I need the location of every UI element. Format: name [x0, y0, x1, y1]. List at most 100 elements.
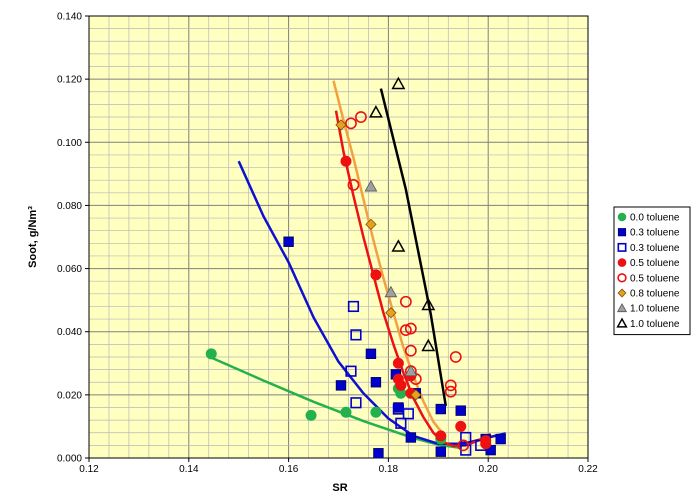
- data-point: [368, 105, 383, 118]
- x-tick-label: 0.14: [179, 464, 199, 475]
- legend-item: 1.0 toluene: [616, 317, 680, 330]
- y-tick-label: 0.140: [57, 12, 82, 23]
- legend-label: 0.3 toluene: [630, 243, 680, 254]
- legend-marker: [617, 273, 627, 283]
- plot-background: [89, 16, 588, 458]
- data-point: [385, 307, 397, 319]
- data-point: [404, 364, 418, 377]
- x-tick-label: 0.18: [379, 464, 399, 475]
- data-point: [345, 117, 357, 130]
- x-tick-label: 0.16: [279, 464, 299, 475]
- legend-marker: [617, 258, 627, 267]
- data-point: [350, 397, 362, 409]
- y-tick-label: 0.100: [57, 138, 82, 149]
- data-point: [370, 406, 382, 418]
- data-point: [347, 300, 360, 313]
- legend-item: 0.5 toluene: [617, 273, 680, 284]
- data-point: [402, 408, 414, 420]
- data-point: [340, 155, 352, 167]
- legend-marker: [617, 242, 627, 252]
- legend-label: 0.0 toluene: [630, 213, 680, 224]
- legend-marker: [617, 288, 627, 298]
- data-point: [391, 76, 406, 90]
- data-point: [391, 239, 406, 252]
- legend-marker: [617, 228, 627, 237]
- trend-line: [379, 88, 448, 407]
- series-1: [205, 348, 447, 445]
- data-point: [364, 179, 378, 192]
- data-point: [421, 297, 436, 311]
- data-point: [444, 385, 457, 398]
- data-point: [340, 406, 352, 418]
- data-point: [384, 285, 398, 298]
- data-point: [449, 351, 462, 363]
- legend-label: 0.5 toluene: [630, 273, 680, 284]
- legend-label: 1.0 toluene: [630, 319, 680, 330]
- data-point: [410, 389, 422, 401]
- data-point: [395, 417, 407, 429]
- legend-label: 0.3 toluene: [630, 228, 680, 239]
- data-point: [335, 119, 347, 131]
- legend-item: 0.0 toluene: [617, 212, 680, 224]
- legend-marker: [616, 317, 628, 328]
- data-point: [455, 405, 466, 416]
- data-point: [373, 448, 384, 459]
- data-point: [404, 344, 417, 357]
- legend-marker: [616, 303, 628, 313]
- data-point: [335, 380, 347, 391]
- x-tick-label: 0.20: [478, 464, 498, 475]
- data-point: [435, 403, 446, 415]
- data-points: [205, 76, 506, 459]
- x-tick-label: 0.12: [79, 464, 99, 475]
- y-tick-label: 0.000: [57, 454, 82, 465]
- series-6: [335, 119, 422, 401]
- data-point: [435, 446, 446, 457]
- legend-marker: [617, 212, 627, 222]
- data-point: [405, 432, 417, 443]
- y-tick-label: 0.020: [57, 390, 82, 401]
- data-point: [460, 431, 472, 444]
- x-tick-label: 0.22: [578, 464, 598, 475]
- legend-item: 0.3 toluene: [617, 228, 680, 239]
- data-point: [365, 348, 377, 360]
- y-tick-label: 0.080: [57, 201, 82, 212]
- plot-frame: [88, 15, 589, 459]
- data-point: [392, 357, 404, 369]
- legend: 0.0 toluene 0.3 toluene 0.3 toluene 0.5 tol…: [613, 206, 691, 336]
- y-axis-title: Soot, g/Nm³: [27, 206, 39, 268]
- trend-line: [334, 110, 492, 448]
- data-point: [480, 435, 492, 447]
- legend-label: 0.8 toluene: [630, 289, 680, 300]
- y-tick-label: 0.060: [57, 264, 82, 275]
- data-point: [495, 433, 506, 445]
- legend-item: 0.8 toluene: [617, 288, 680, 300]
- legend-item: 0.3 toluene: [617, 242, 680, 254]
- data-point: [435, 430, 447, 442]
- data-point: [455, 420, 467, 432]
- y-tick-label: 0.040: [57, 327, 82, 338]
- plot-area: 0.12 0.14 0.16 0.18 0.20 0.22 0.000 0.020 0.040 0…: [57, 12, 598, 476]
- data-point: [444, 379, 457, 392]
- data-point: [355, 111, 367, 123]
- data-point: [365, 218, 377, 231]
- data-point: [370, 269, 382, 281]
- data-point: [347, 179, 360, 191]
- legend-label: 0.5 toluene: [630, 258, 680, 269]
- series-4: [340, 155, 492, 450]
- legend-item: 0.5 toluene: [617, 258, 680, 269]
- data-point: [345, 365, 357, 377]
- grid: [89, 16, 588, 458]
- data-point: [404, 322, 417, 335]
- data-point: [399, 295, 412, 308]
- data-point: [283, 236, 294, 247]
- legend-box: [613, 206, 691, 336]
- data-point: [421, 338, 436, 352]
- data-point: [205, 348, 217, 360]
- data-point: [395, 379, 407, 391]
- data-point: [305, 409, 317, 421]
- data-point: [370, 377, 382, 388]
- legend-item: 1.0 toluene: [616, 303, 680, 315]
- series-8: [368, 76, 436, 352]
